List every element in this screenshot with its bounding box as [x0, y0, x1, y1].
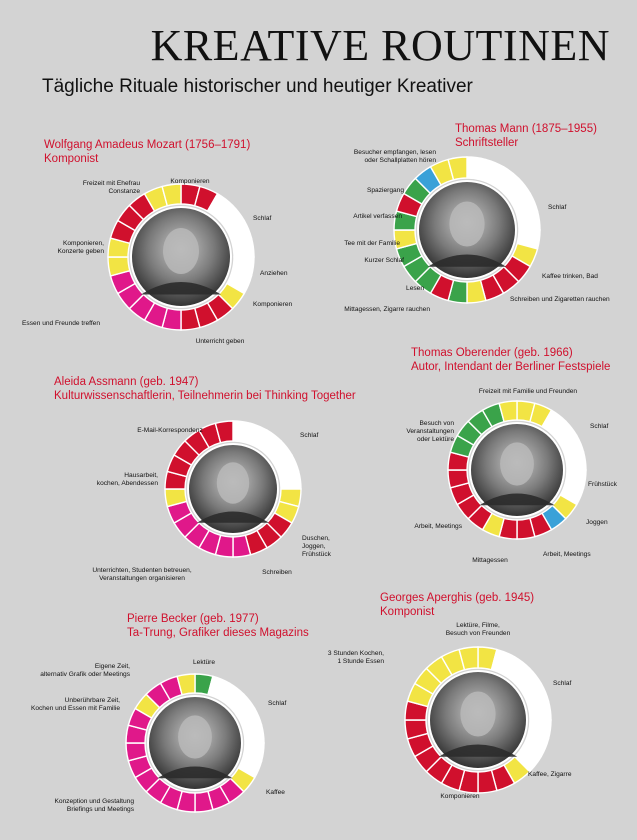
activity-label: Spaziergang: [367, 187, 404, 194]
activity-label: Schreiben und Zigaretten rauchen: [510, 296, 610, 303]
activity-label: Joggen: [586, 519, 608, 526]
hour-segment: [447, 156, 468, 181]
activity-label: Mittagessen: [472, 557, 508, 564]
activity-label: Duschen,: [302, 535, 330, 542]
portrait-shoulders-shape: [427, 254, 507, 267]
activity-label: Schlaf: [300, 432, 318, 439]
routine-chart-1: Wolfgang Amadeus Mozart (1756–1791) Kompo…: [22, 139, 293, 345]
activity-label: Komponieren: [170, 178, 210, 185]
portrait-shoulders-shape: [479, 493, 555, 506]
hour-segment: [498, 400, 518, 423]
activity-label: Joggen,: [302, 543, 326, 550]
routine-chart-2: Thomas Mann (1875–1955) Schriftsteller Sch…: [344, 123, 610, 313]
activity-label: Komponieren: [440, 793, 480, 800]
activity-label: Artikel verfassen: [353, 213, 402, 220]
activity-label: Unterrichten, Studenten betreuen,: [92, 567, 192, 574]
hour-segment: [176, 673, 196, 696]
person-name-line: Wolfgang Amadeus Mozart (1756–1791): [44, 139, 250, 151]
activity-label: Anziehen: [260, 270, 288, 277]
activity-label: Komponieren,: [63, 240, 104, 247]
portrait-head-shape: [460, 691, 496, 737]
activity-label: oder Lektüre: [417, 436, 454, 443]
activity-label: Schlaf: [548, 204, 566, 211]
activity-label: Eigene Zeit,: [95, 663, 130, 670]
page-title: KREATIVE ROUTINEN: [150, 21, 610, 70]
activity-label: Konzeption und Gestaltung: [54, 798, 134, 805]
activity-label: Freizeit mit Familie und Freunden: [479, 388, 578, 395]
activity-label: Lesen: [406, 285, 424, 292]
portrait-shoulders-shape: [141, 282, 221, 295]
activity-label: Tee mit der Familie: [344, 240, 400, 247]
portrait-head-shape: [500, 442, 534, 486]
portrait-head-shape: [216, 462, 250, 504]
activity-label: Unberührbare Zeit,: [65, 697, 121, 704]
activity-label: Besuch von Freunden: [446, 630, 511, 637]
activity-label: Schreiben: [262, 569, 292, 576]
person-name-line: Ta-Trung, Grafiker dieses Magazins: [127, 627, 309, 639]
person-name-line: Thomas Oberender (geb. 1966): [411, 347, 573, 359]
activity-label: Kaffee, Zigarre: [528, 771, 572, 778]
activity-label: Schlaf: [253, 215, 271, 222]
routine-chart-6: Georges Aperghis (geb. 1945) Komponist Lek…: [328, 592, 572, 800]
person-name-line: Pierre Becker (geb. 1977): [127, 613, 259, 625]
activity-label: Kaffee trinken, Bad: [542, 273, 598, 280]
activity-label: Briefings und Meetings: [67, 806, 135, 813]
activity-label: Kurzer Schlaf: [364, 257, 404, 264]
portrait-head-shape: [449, 201, 485, 247]
activity-label: Veranstaltungen: [406, 428, 454, 435]
portrait-shoulders-shape: [197, 511, 269, 523]
activity-label: Kaffee: [266, 789, 285, 796]
activity-label: Constanze: [108, 188, 140, 195]
person-name-line: Schriftsteller: [455, 137, 518, 149]
person-name-line: Georges Aperghis (geb. 1945): [380, 592, 534, 604]
activity-label: Konzerte geben: [57, 248, 104, 255]
activity-label: Schlaf: [553, 680, 571, 687]
activity-label: oder Schallplatten hören: [365, 157, 437, 164]
activity-label: Hausarbeit,: [124, 472, 158, 479]
routine-chart-5: Pierre Becker (geb. 1977) Ta-Trung, Grafi…: [31, 613, 309, 813]
activity-label: Freizeit mit Ehefrau: [83, 180, 140, 187]
activity-label: Kochen und Essen mit Familie: [31, 705, 120, 712]
portrait-head-shape: [163, 228, 199, 274]
person-name-line: Aleida Assmann (geb. 1947): [54, 376, 199, 388]
activity-label: Mittagessen, Zigarre rauchen: [344, 306, 430, 313]
activity-label: Arbeit, Meetings: [543, 551, 591, 558]
routine-chart-3: Aleida Assmann (geb. 1947) Kulturwissensc…: [54, 376, 356, 582]
person-name-line: Komponist: [380, 606, 435, 618]
portrait-shoulders-shape: [438, 744, 518, 757]
person-name-line: Thomas Mann (1875–1955): [455, 123, 597, 135]
hour-segment: [214, 420, 234, 444]
hour-segment: [458, 646, 479, 671]
activity-label: Komponieren: [253, 301, 293, 308]
activity-label: Veranstaltungen organisieren: [99, 575, 185, 582]
routine-chart-4: Thomas Oberender (geb. 1966) Autor, Inten…: [406, 347, 617, 564]
activity-label: 1 Stunde Essen: [337, 658, 384, 665]
activity-label: Schlaf: [268, 700, 286, 707]
activity-label: Lektüre, Filme,: [456, 622, 500, 629]
activity-label: Frühstück: [588, 481, 618, 488]
portrait-shoulders-shape: [157, 766, 233, 779]
activity-label: 3 Stunden Kochen,: [328, 650, 384, 657]
page-subtitle: Tägliche Rituale historischer und heutig…: [42, 76, 473, 97]
activity-label: Besuch von: [420, 420, 455, 427]
person-name-line: Komponist: [44, 153, 99, 165]
activity-label: Unterricht geben: [196, 338, 245, 345]
activity-label: Lektüre: [193, 659, 215, 666]
activity-label: Essen und Freunde treffen: [22, 320, 100, 327]
activity-label: alternativ Grafik oder Meetings: [40, 671, 130, 678]
activity-label: E-Mail-Korrespondenz: [137, 427, 203, 434]
hour-segment: [161, 183, 182, 207]
person-name-line: Autor, Intendant der Berliner Festspiele: [411, 361, 610, 373]
activity-label: Besucher empfangen, lesen: [354, 149, 436, 156]
activity-label: Frühstück: [302, 551, 332, 558]
person-name-line: Kulturwissenschaftlerin, Teilnehmerin be…: [54, 390, 356, 402]
activity-label: Arbeit, Meetings: [414, 523, 462, 530]
activity-label: Schlaf: [590, 423, 608, 430]
activity-label: kochen, Abendessen: [97, 480, 159, 487]
portrait-head-shape: [178, 715, 212, 759]
